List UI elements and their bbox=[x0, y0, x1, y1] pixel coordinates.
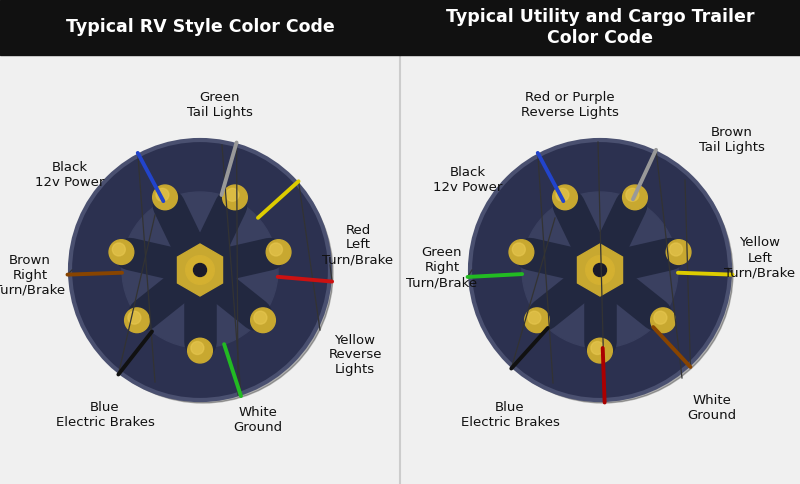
Circle shape bbox=[250, 308, 275, 333]
Text: Red
Left
Turn/Brake: Red Left Turn/Brake bbox=[322, 224, 394, 267]
Text: Red or Purple
Reverse Lights: Red or Purple Reverse Lights bbox=[521, 91, 619, 119]
Circle shape bbox=[153, 185, 178, 210]
Circle shape bbox=[670, 243, 682, 256]
Circle shape bbox=[125, 308, 150, 333]
Text: Brown
Tail Lights: Brown Tail Lights bbox=[699, 126, 765, 154]
Circle shape bbox=[191, 342, 204, 354]
Circle shape bbox=[122, 192, 278, 348]
Circle shape bbox=[254, 311, 267, 324]
Circle shape bbox=[112, 243, 126, 256]
Circle shape bbox=[226, 188, 239, 201]
Circle shape bbox=[622, 185, 647, 210]
Circle shape bbox=[509, 240, 534, 264]
Circle shape bbox=[654, 311, 667, 324]
Text: Brown
Right
Turn/Brake: Brown Right Turn/Brake bbox=[0, 254, 66, 297]
Circle shape bbox=[470, 140, 730, 400]
Circle shape bbox=[270, 243, 282, 256]
Circle shape bbox=[525, 308, 550, 333]
Text: White
Ground: White Ground bbox=[234, 406, 282, 434]
Text: Green
Tail Lights: Green Tail Lights bbox=[187, 91, 253, 119]
Circle shape bbox=[109, 240, 134, 264]
Text: Blue
Electric Brakes: Blue Electric Brakes bbox=[461, 401, 559, 429]
Circle shape bbox=[626, 188, 639, 201]
Circle shape bbox=[473, 143, 733, 403]
Circle shape bbox=[591, 342, 604, 354]
Circle shape bbox=[186, 256, 214, 284]
Circle shape bbox=[556, 188, 569, 201]
Circle shape bbox=[553, 185, 578, 210]
Text: Typical RV Style Color Code: Typical RV Style Color Code bbox=[66, 18, 334, 36]
Text: Yellow
Left
Turn/Brake: Yellow Left Turn/Brake bbox=[725, 237, 795, 279]
Text: Yellow
Reverse
Lights: Yellow Reverse Lights bbox=[328, 333, 382, 377]
Circle shape bbox=[522, 192, 678, 348]
Text: Black
12v Power: Black 12v Power bbox=[434, 166, 502, 194]
Circle shape bbox=[266, 240, 291, 264]
Bar bbox=[0, 0, 400, 55]
Circle shape bbox=[73, 143, 333, 403]
Text: Typical Utility and Cargo Trailer
Color Code: Typical Utility and Cargo Trailer Color … bbox=[446, 8, 754, 47]
Text: White
Ground: White Ground bbox=[687, 394, 737, 422]
Circle shape bbox=[594, 263, 606, 276]
Circle shape bbox=[128, 311, 141, 324]
Circle shape bbox=[512, 243, 526, 256]
Circle shape bbox=[70, 140, 330, 400]
Circle shape bbox=[586, 256, 614, 284]
Text: Green
Right
Turn/Brake: Green Right Turn/Brake bbox=[406, 246, 478, 289]
Circle shape bbox=[588, 338, 612, 363]
Circle shape bbox=[666, 240, 691, 264]
Circle shape bbox=[528, 311, 541, 324]
Text: Blue
Electric Brakes: Blue Electric Brakes bbox=[55, 401, 154, 429]
Text: Black
12v Power: Black 12v Power bbox=[35, 161, 105, 189]
Circle shape bbox=[650, 308, 675, 333]
Circle shape bbox=[188, 338, 212, 363]
Bar bbox=[400, 0, 800, 55]
Circle shape bbox=[222, 185, 247, 210]
Circle shape bbox=[194, 263, 206, 276]
Circle shape bbox=[156, 188, 169, 201]
